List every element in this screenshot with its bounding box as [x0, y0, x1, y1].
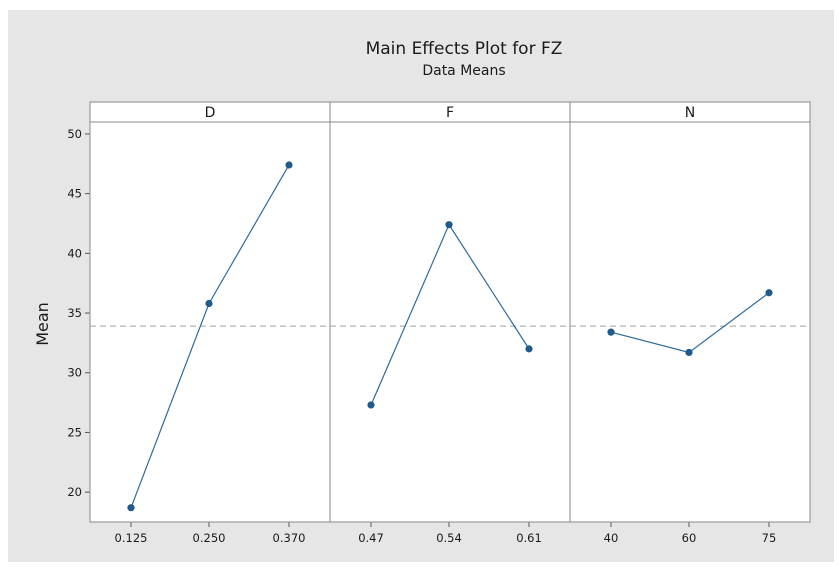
data-point-N-60 [685, 348, 693, 357]
x-tick-label-N: 75 [762, 531, 777, 545]
plot-area: 20 25 30 35 40 45 50 D 0.125 0.250 0.370 F 0.47 0.54 0… [67, 101, 811, 545]
panel-label-D: D [205, 105, 216, 121]
y-tick-label: 35 [67, 306, 82, 320]
y-tick-label: 25 [67, 425, 82, 439]
x-tick-label-F: 0.54 [436, 531, 462, 545]
y-tick-label: 30 [67, 366, 82, 380]
data-point-F-0.47 [367, 401, 375, 409]
y-axis-label: Mean [33, 302, 52, 346]
x-tick-label-D: 0.250 [193, 531, 226, 545]
x-tick-label-N: 40 [604, 531, 619, 545]
data-point-D-0.370 [285, 161, 293, 169]
data-point-D-0.250 [205, 299, 213, 308]
y-tick-label: 50 [67, 127, 82, 141]
panel-label-F: F [446, 105, 454, 121]
panel-label-N: N [685, 105, 695, 121]
data-point-F-0.61 [525, 345, 533, 353]
x-tick-label-N: 60 [682, 531, 697, 545]
data-point-N-75 [765, 289, 773, 297]
y-tick-label: 40 [67, 246, 82, 260]
chart-title: Main Effects Plot for FZ [366, 39, 563, 59]
x-tick-label-F: 0.61 [516, 531, 542, 545]
x-tick-label-D: 0.370 [273, 531, 306, 545]
data-point-N-40 [607, 328, 615, 336]
plot-frame [89, 101, 811, 523]
x-tick-label-F: 0.47 [358, 531, 384, 545]
x-tick-label-D: 0.125 [115, 531, 148, 545]
y-tick-label: 20 [67, 485, 82, 499]
data-point-D-0.125 [127, 504, 135, 512]
data-point-F-0.54 [445, 221, 453, 229]
chart-subtitle: Data Means [422, 63, 505, 79]
plot-background [90, 102, 810, 522]
y-tick-label: 45 [67, 187, 82, 201]
